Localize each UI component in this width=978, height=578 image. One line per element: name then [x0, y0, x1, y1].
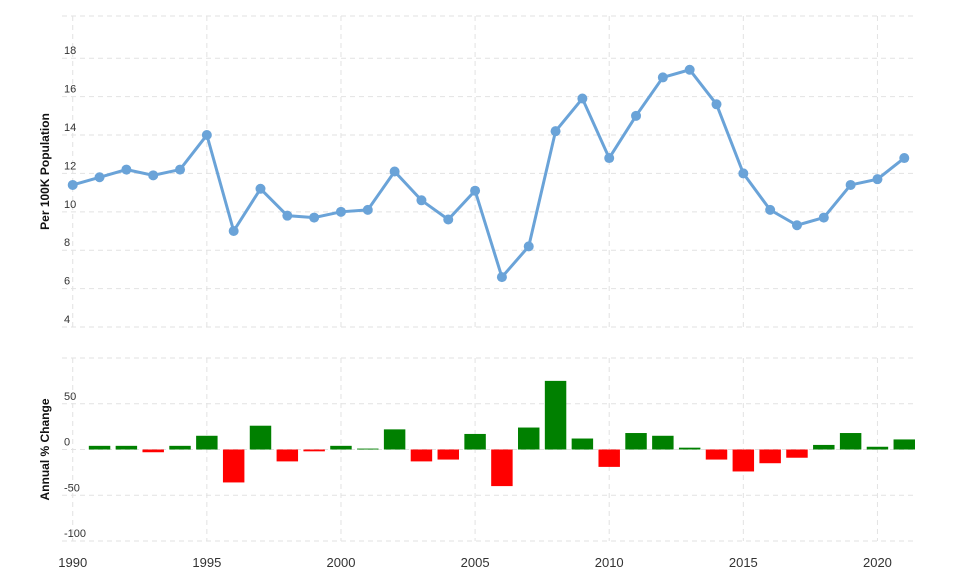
marker	[631, 110, 642, 121]
marker	[711, 99, 722, 110]
bar	[786, 449, 808, 458]
bar	[249, 425, 272, 450]
marker	[684, 64, 695, 75]
bar	[196, 435, 218, 450]
marker	[389, 166, 400, 177]
marker	[872, 174, 883, 185]
bar	[598, 449, 620, 467]
bar	[518, 427, 540, 450]
bar	[142, 449, 164, 453]
x-tick-label: 2000	[327, 555, 356, 570]
bar	[115, 445, 138, 450]
bar	[705, 449, 728, 460]
y-tick-label: 50	[64, 391, 76, 403]
bar	[759, 449, 781, 464]
bar	[169, 445, 191, 450]
marker	[67, 179, 78, 190]
marker	[309, 212, 320, 223]
bar	[678, 447, 701, 450]
y-tick-label: 16	[64, 84, 76, 96]
x-tick-label: 1995	[192, 555, 221, 570]
bar	[571, 438, 594, 450]
bar	[491, 449, 513, 487]
y-tick-label: 10	[64, 199, 76, 211]
marker	[657, 72, 668, 83]
y-tick-label: 12	[64, 160, 76, 172]
marker	[201, 130, 212, 141]
marker	[604, 153, 615, 164]
marker	[121, 164, 132, 175]
marker	[362, 204, 373, 215]
bar	[222, 449, 245, 483]
y-tick-label: -50	[64, 482, 80, 494]
marker	[228, 226, 239, 237]
marker	[496, 272, 507, 283]
bar	[625, 433, 647, 450]
x-tick-label: 2005	[461, 555, 490, 570]
y-tick-label: 18	[64, 45, 76, 57]
bar	[303, 449, 325, 452]
bar	[544, 380, 567, 450]
marker	[577, 93, 588, 104]
y-tick-label: -100	[64, 528, 86, 540]
marker	[550, 126, 561, 137]
y-tick-label: 6	[64, 276, 70, 288]
x-tick-label: 2010	[595, 555, 624, 570]
bar	[464, 433, 486, 450]
bar	[437, 449, 459, 460]
marker	[94, 172, 105, 183]
marker	[255, 183, 266, 194]
marker	[148, 170, 159, 181]
marker	[443, 214, 454, 225]
marker	[470, 185, 481, 196]
y-tick-label: 8	[64, 237, 70, 249]
bar	[330, 445, 352, 450]
bar	[813, 444, 835, 450]
bar	[383, 429, 406, 450]
x-tick-label: 1990	[58, 555, 87, 570]
bar	[839, 433, 862, 450]
y-tick-label: 14	[64, 122, 76, 134]
line	[72, 68, 906, 281]
marker	[738, 168, 749, 179]
marker	[335, 206, 346, 217]
marker	[791, 220, 802, 231]
marker	[416, 195, 427, 206]
marker	[845, 179, 856, 190]
x-tick-label: 2020	[863, 555, 892, 570]
y-tick-label: 0	[64, 437, 70, 449]
marker	[282, 210, 293, 221]
marker	[523, 241, 534, 252]
y-tick-label: 4	[64, 314, 70, 326]
marker	[899, 153, 910, 164]
marker	[765, 204, 776, 215]
bar	[88, 445, 111, 450]
y-axis-title: Per 100K Population	[38, 113, 52, 230]
marker	[818, 212, 829, 223]
x-tick-label: 2015	[729, 555, 758, 570]
bar	[276, 449, 299, 462]
bar	[893, 439, 915, 450]
bar	[652, 435, 674, 450]
bar	[732, 449, 755, 472]
bar	[357, 448, 379, 450]
y-axis-title: Annual % Change	[38, 398, 52, 500]
bar	[410, 449, 433, 462]
bar	[866, 446, 889, 450]
marker	[175, 164, 186, 175]
